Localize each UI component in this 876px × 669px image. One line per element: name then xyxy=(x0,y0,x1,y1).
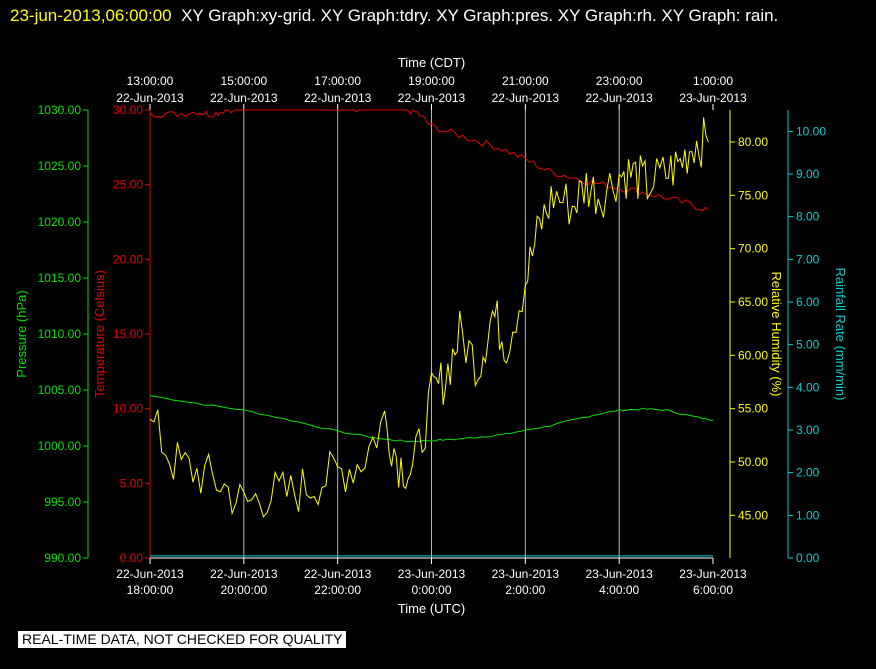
graph-list: XY Graph:xy-grid. XY Graph:tdry. XY Grap… xyxy=(181,6,779,25)
pressure-tick-label: 1020.00 xyxy=(38,215,82,229)
rain-tick-label: 1.00 xyxy=(796,508,820,522)
pressure-tick-label: 1000.00 xyxy=(38,439,82,453)
humidity-tick-label: 45.00 xyxy=(738,508,768,522)
x-top-tick-time: 23:00:00 xyxy=(596,74,643,88)
humidity-axis-label: Relative Humidity (%) xyxy=(769,272,784,397)
pressure-axis-label: Pressure (hPa) xyxy=(14,290,29,377)
pressure-series-line xyxy=(149,395,714,443)
x-top-tick-date: 22-Jun-2013 xyxy=(398,91,466,105)
x-bottom-tick-time: 18:00:00 xyxy=(127,583,174,597)
temperature-tick-label: 0.00 xyxy=(120,551,144,565)
x-bottom-tick-date: 23-Jun-2013 xyxy=(492,567,560,581)
humidity-tick-label: 75.00 xyxy=(738,188,768,202)
x-top-tick-time: 1:00:00 xyxy=(693,74,733,88)
pressure-tick-label: 995.00 xyxy=(44,495,81,509)
rain-tick-label: 4.00 xyxy=(796,380,820,394)
humidity-series-line xyxy=(149,117,709,518)
x-bottom-tick-time: 20:00:00 xyxy=(220,583,267,597)
pressure-tick-label: 1030.00 xyxy=(38,103,82,117)
humidity-tick-label: 65.00 xyxy=(738,295,768,309)
x-bottom-tick-date: 23-Jun-2013 xyxy=(679,567,747,581)
x-top-tick-date: 22-Jun-2013 xyxy=(304,91,372,105)
quality-disclaimer: REAL-TIME DATA, NOT CHECKED FOR QUALITY xyxy=(18,631,347,648)
rain-tick-label: 9.00 xyxy=(796,167,820,181)
x-bottom-tick-time: 22:00:00 xyxy=(314,583,361,597)
pressure-tick-label: 1010.00 xyxy=(38,327,82,341)
temperature-tick-label: 15.00 xyxy=(113,327,143,341)
rain-tick-label: 8.00 xyxy=(796,210,820,224)
humidity-tick-label: 80.00 xyxy=(738,135,768,149)
x-top-tick-date: 22-Jun-2013 xyxy=(585,91,653,105)
timestamp: 23-jun-2013,06:00:00 xyxy=(10,6,172,25)
humidity-tick-label: 55.00 xyxy=(738,402,768,416)
x-bottom-tick-time: 0:00:00 xyxy=(411,583,451,597)
x-top-tick-time: 17:00:00 xyxy=(314,74,361,88)
rain-tick-label: 0.00 xyxy=(796,551,820,565)
temperature-axis-label: Temperature (Celsius) xyxy=(92,270,107,398)
x-bottom-tick-date: 22-Jun-2013 xyxy=(210,567,278,581)
x-top-tick-time: 21:00:00 xyxy=(502,74,549,88)
x-top-tick-date: 22-Jun-2013 xyxy=(210,91,278,105)
rain-tick-label: 5.00 xyxy=(796,338,820,352)
rain-tick-label: 7.00 xyxy=(796,252,820,266)
pressure-tick-label: 1025.00 xyxy=(38,159,82,173)
temperature-tick-label: 5.00 xyxy=(120,476,144,490)
temperature-tick-label: 25.00 xyxy=(113,178,143,192)
rain-axis-label: Rainfall Rate (mm/min) xyxy=(833,268,848,401)
rain-tick-label: 10.00 xyxy=(796,124,826,138)
x-bottom-tick-date: 22-Jun-2013 xyxy=(304,567,372,581)
humidity-tick-label: 70.00 xyxy=(738,242,768,256)
x-bottom-axis-label: Time (UTC) xyxy=(398,601,465,616)
humidity-tick-label: 50.00 xyxy=(738,455,768,469)
pressure-tick-label: 1005.00 xyxy=(38,383,82,397)
x-bottom-tick-date: 22-Jun-2013 xyxy=(116,567,184,581)
x-bottom-tick-time: 4:00:00 xyxy=(599,583,639,597)
rain-tick-label: 3.00 xyxy=(796,423,820,437)
x-bottom-tick-time: 6:00:00 xyxy=(693,583,733,597)
x-bottom-tick-date: 23-Jun-2013 xyxy=(585,567,653,581)
x-top-tick-time: 13:00:00 xyxy=(127,74,174,88)
humidity-tick-label: 60.00 xyxy=(738,348,768,362)
x-top-tick-date: 22-Jun-2013 xyxy=(492,91,560,105)
temperature-tick-label: 10.00 xyxy=(113,402,143,416)
pressure-tick-label: 1015.00 xyxy=(38,271,82,285)
x-top-tick-date: 22-Jun-2013 xyxy=(116,91,184,105)
rain-tick-label: 6.00 xyxy=(796,295,820,309)
x-bottom-tick-time: 2:00:00 xyxy=(505,583,545,597)
temperature-tick-label: 30.00 xyxy=(113,103,143,117)
x-top-axis-label: Time (CDT) xyxy=(398,55,465,70)
pressure-tick-label: 990.00 xyxy=(44,551,81,565)
chart-header: 23-jun-2013,06:00:00 XY Graph:xy-grid. X… xyxy=(10,2,860,30)
temperature-series-line xyxy=(149,109,709,212)
rain-tick-label: 2.00 xyxy=(796,466,820,480)
x-bottom-tick-date: 23-Jun-2013 xyxy=(398,567,466,581)
temperature-tick-label: 20.00 xyxy=(113,252,143,266)
x-top-tick-date: 23-Jun-2013 xyxy=(679,91,747,105)
x-top-tick-time: 15:00:00 xyxy=(220,74,267,88)
x-top-tick-time: 19:00:00 xyxy=(408,74,455,88)
